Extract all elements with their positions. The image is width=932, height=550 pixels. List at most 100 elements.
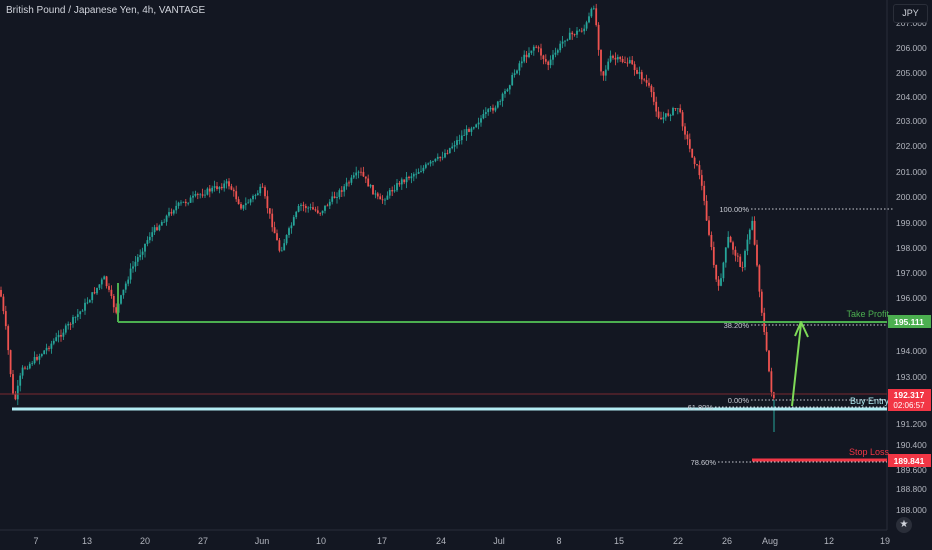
candle-body: [619, 57, 621, 59]
candle-body: [547, 62, 549, 65]
candle-body: [293, 217, 295, 225]
candle-body: [101, 280, 103, 285]
candle-body: [605, 70, 607, 76]
candle-body: [706, 201, 708, 221]
candle-body: [348, 183, 350, 184]
candle-body: [94, 292, 96, 293]
candle-body: [588, 16, 590, 22]
candle-body: [504, 91, 506, 94]
candle-body: [91, 292, 93, 300]
candle-body: [567, 40, 569, 41]
chart-title: British Pound / Japanese Yen, 4h, VANTAG…: [6, 5, 205, 16]
candle-body: [754, 221, 756, 245]
candle-body: [523, 55, 525, 62]
y-tick-label: 200.000: [896, 192, 927, 202]
candle-body: [233, 190, 235, 192]
candle-body: [195, 194, 197, 196]
candle-body: [3, 297, 5, 312]
candle-body: [231, 186, 233, 190]
candle-body: [571, 33, 573, 35]
candle-body: [137, 257, 139, 262]
candle-body: [48, 348, 50, 349]
candle-body: [747, 240, 749, 251]
candle-body: [151, 232, 153, 237]
fib-level-label: 61.80%: [688, 403, 714, 412]
candle-body: [79, 312, 81, 315]
x-tick-label: Jul: [493, 536, 505, 546]
candle-body: [262, 187, 264, 188]
candle-body: [773, 392, 775, 398]
candle-body: [521, 62, 523, 64]
candle-body: [36, 357, 38, 360]
candle-body: [552, 55, 554, 60]
candle-body: [468, 129, 470, 132]
y-tick-label: 194.000: [896, 346, 927, 356]
candle-body: [207, 189, 209, 195]
candle-body: [125, 284, 127, 290]
candle-body: [425, 164, 427, 167]
y-tick-label: 199.000: [896, 218, 927, 228]
candle-body: [492, 108, 494, 111]
candle-body: [339, 190, 341, 197]
candle-body: [209, 189, 211, 192]
candle-body: [586, 22, 588, 28]
candle-body: [281, 251, 283, 252]
currency-button[interactable]: JPY: [893, 4, 928, 23]
candle-body: [766, 332, 768, 350]
x-tick-label: 15: [614, 536, 624, 546]
y-tick-label: 191.200: [896, 419, 927, 429]
stop-loss-label: Stop Loss: [849, 447, 890, 457]
candle-body: [660, 118, 662, 120]
candle-body: [103, 276, 105, 279]
candle-body: [720, 278, 722, 286]
candle-body: [379, 196, 381, 199]
candle-body: [120, 295, 122, 304]
event-icon[interactable]: ★: [896, 517, 912, 533]
candle-body: [29, 364, 31, 369]
y-tick-label: 188.800: [896, 484, 927, 494]
candle-body: [514, 73, 516, 75]
candle-body: [139, 255, 141, 257]
x-tick-label: 12: [824, 536, 834, 546]
candle-body: [538, 47, 540, 48]
candle-body: [408, 177, 410, 178]
candle-body: [0, 290, 2, 297]
candle-body: [132, 266, 134, 268]
candle-body: [675, 108, 677, 109]
x-tick-label: 22: [673, 536, 683, 546]
candle-body: [622, 59, 624, 62]
candle-body: [658, 112, 660, 118]
candle-body: [603, 71, 605, 75]
candle-body: [502, 94, 504, 101]
candle-body: [499, 101, 501, 102]
candle-body: [204, 195, 206, 196]
candle-body: [679, 108, 681, 112]
candle-body: [711, 235, 713, 247]
candle-body: [343, 186, 345, 191]
x-tick-label: 13: [82, 536, 92, 546]
candle-body: [389, 190, 391, 196]
candle-body: [463, 135, 465, 136]
candle-body: [341, 190, 343, 192]
candle-body: [526, 55, 528, 57]
candle-body: [295, 212, 297, 217]
x-tick-label: 20: [140, 536, 150, 546]
candle-body: [283, 243, 285, 250]
candle-body: [72, 317, 74, 324]
candle-body: [555, 53, 557, 55]
candle-body: [427, 164, 429, 165]
x-tick-label: 24: [436, 536, 446, 546]
candle-body: [423, 168, 425, 171]
candle-body: [403, 179, 405, 182]
candle-body: [737, 256, 739, 257]
x-tick-label: 8: [556, 536, 561, 546]
candle-body: [639, 72, 641, 74]
candle-body: [173, 210, 175, 213]
candle-body: [703, 186, 705, 201]
candle-body: [89, 300, 91, 302]
candle-body: [235, 191, 237, 199]
candle-body: [53, 341, 55, 344]
candle-body: [430, 162, 432, 164]
candle-body: [187, 203, 189, 204]
